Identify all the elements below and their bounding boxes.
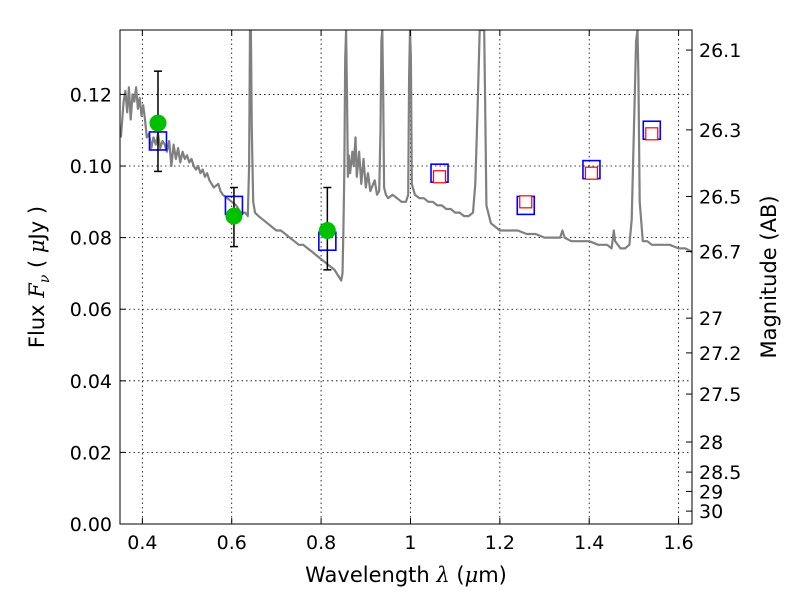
y-tick-label: 0.12 [70, 84, 112, 106]
y-tick-label: 0.06 [70, 299, 112, 321]
y-tick-label: 0.10 [70, 156, 112, 178]
mag-tick-label: 26.7 [699, 242, 741, 264]
x-tick-label: 0.6 [217, 532, 247, 554]
x-tick-label: 0.8 [306, 532, 336, 554]
mag-tick-label: 30 [699, 501, 723, 523]
x-tick-label: 0.4 [127, 532, 157, 554]
mag-tick-label: 27.2 [699, 343, 741, 365]
mag-tick-label: 26.3 [699, 120, 741, 142]
mag-tick-label: 26.1 [699, 40, 741, 62]
x-tick-label: 1.6 [663, 532, 693, 554]
mag-tick-label: 27.5 [699, 384, 741, 406]
spectrum-line [120, 30, 692, 282]
mag-tick-label: 28.5 [699, 462, 741, 484]
detection-point [225, 207, 243, 225]
plot-background [120, 30, 692, 524]
detection-point [318, 221, 336, 239]
y-axis-label: Flux Fν ( μJy ) [25, 206, 53, 348]
x-axis-label: Wavelength λ (μm) [305, 563, 507, 587]
plot-area [120, 30, 692, 282]
observed-photometry-square [645, 127, 659, 141]
mag-tick-label: 29 [699, 481, 723, 503]
mag-tick-label: 27 [699, 308, 723, 330]
axes: 0.4 0.6 0.8 1 1.2 1.4 1.6 0.00 0.02 0.04 0.06 0.08 0… [70, 30, 741, 554]
observed-photometry-square [584, 166, 599, 180]
plot-frame [119, 29, 693, 525]
observed-photometry-square [432, 170, 447, 184]
mag-tick-label: 28 [699, 432, 723, 454]
y-tick-label: 0.08 [70, 228, 112, 250]
x-tick-label: 1.4 [574, 532, 604, 554]
y-tick-label: 0.00 [70, 514, 112, 536]
x-tick-label: 1 [404, 532, 416, 554]
y-tick-label: 0.04 [70, 371, 112, 393]
x-tick-label: 1.2 [485, 532, 515, 554]
detection-point [149, 114, 167, 132]
mag-tick-label: 26.5 [699, 186, 741, 208]
y2-axis-label: Magnitude (AB) [757, 195, 781, 358]
y-tick-label: 0.02 [70, 442, 112, 464]
observed-photometry-square [519, 195, 533, 209]
